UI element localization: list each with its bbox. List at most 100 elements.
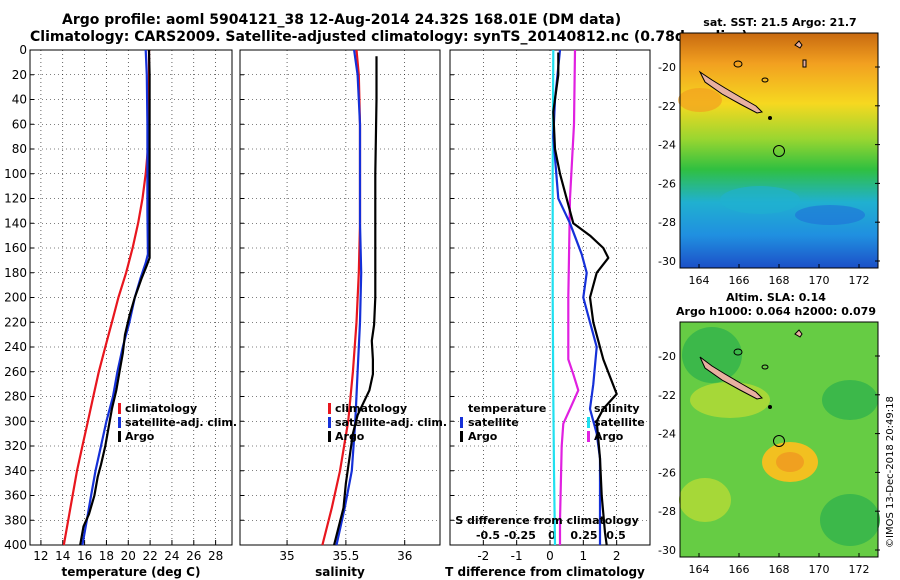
series-line-argo (79, 49, 151, 546)
legend-swatch-satellite (460, 417, 463, 428)
x-tick-label: 26 (186, 549, 201, 563)
salinity-difference-axis-label: S difference from climatology (455, 514, 639, 527)
legend-label-argo: Argo (335, 430, 365, 443)
sla-map-title-line1: Altim. SLA: 0.14 (726, 291, 826, 304)
map-latitude-label: -30 (658, 544, 676, 557)
x-tick-label: 0 (546, 549, 554, 563)
y-tick-label: 40 (12, 93, 27, 107)
series-line-climatology (62, 50, 151, 546)
legend-label-climatology: climatology (335, 402, 407, 415)
x-tick-label: 1 (580, 549, 588, 563)
sla-low-patch (822, 380, 878, 420)
legend-swatch-argo (328, 431, 331, 442)
legend-label-argo: Argo (468, 430, 498, 443)
argo-position-marker (768, 116, 772, 120)
sla-map (679, 321, 880, 558)
legend-label-satellite: satellite-adj. clim. (125, 416, 237, 429)
legend-title-salinity: salinity (594, 402, 640, 415)
map-longitude-label: 170 (809, 274, 830, 287)
legend-swatch-satellite (118, 417, 121, 428)
new-caledonia-island (699, 356, 764, 400)
series-line-s-satellite (551, 49, 557, 546)
y-tick-label: 380 (4, 513, 27, 527)
island-outline (761, 364, 769, 370)
sst-map-field (680, 33, 878, 268)
sst-map (678, 32, 879, 269)
y-tick-label: 220 (4, 315, 27, 329)
y-tick-label: 80 (12, 142, 27, 156)
legend-swatch-climatology (118, 403, 121, 414)
argo-position-circle (773, 435, 785, 447)
imos-credit: ©IMOS 13-Dec-2018 20:49:18 (885, 396, 896, 548)
legend-label-argo: Argo (125, 430, 155, 443)
island-outline (733, 348, 743, 356)
temperature-plot: 12 14 16 18 20 22 24 26 280204060801001201401601… (4, 43, 232, 563)
x-tick-label: 28 (208, 549, 223, 563)
sla-map-axes: -20 -22 -24 -26 -28 -30 164 166 168 170 172 (658, 350, 880, 576)
y-tick-label: 20 (12, 68, 27, 82)
series-line-argo (333, 56, 378, 546)
map-longitude-label: 166 (729, 563, 750, 576)
top-tick-label: -0.5 (476, 529, 500, 542)
sla-map-title-line2: Argo h1000: 0.064 h2000: 0.079 (676, 305, 876, 318)
island-outline (794, 40, 803, 49)
sst-cool-patch (795, 205, 865, 225)
map-latitude-label: -24 (658, 428, 676, 441)
sst-cool-patch (720, 186, 800, 214)
series-line-satellite-adj-clim (335, 49, 363, 546)
y-tick-label: 360 (4, 489, 27, 503)
top-tick-label: 0.25 (570, 529, 597, 542)
map-latitude-label: -22 (658, 389, 676, 402)
x-tick-label: 18 (99, 549, 114, 563)
sla-low-patch (820, 494, 880, 546)
map-latitude-label: -20 (658, 350, 676, 363)
salinity-legend: climatology satellite-adj. clim. Argo (328, 402, 447, 443)
y-tick-label: 340 (4, 464, 27, 478)
sst-map-title: sat. SST: 21.5 Argo: 21.7 (703, 16, 856, 29)
sla-patch (690, 382, 770, 418)
argo-position-marker (768, 405, 772, 409)
y-tick-label: 400 (4, 538, 27, 552)
map-latitude-label: -20 (658, 61, 676, 74)
y-tick-label: 120 (4, 192, 27, 206)
map-latitude-label: -26 (658, 466, 676, 479)
legend-label-climatology: climatology (125, 402, 197, 415)
legend-swatch-argo (587, 431, 590, 442)
map-longitude-label: 170 (809, 563, 830, 576)
sst-map-axes: -20 -22 -24 -26 -28 -30 164 166 168 170 172 (658, 61, 880, 287)
map-longitude-label: 172 (849, 274, 870, 287)
map-latitude-label: -30 (658, 255, 676, 268)
legend-swatch-satellite (587, 417, 590, 428)
new-caledonia-island (698, 70, 764, 114)
salinity-plot: 35 35.5 36 (240, 49, 440, 563)
map-longitude-label: 168 (769, 274, 790, 287)
island-outline (761, 77, 769, 83)
series-line-satellite-adj-clim (81, 49, 149, 546)
x-tick-label: 22 (142, 549, 157, 563)
series-line-s-argo (558, 49, 580, 545)
y-tick-label: 160 (4, 241, 27, 255)
argo-position-circle (773, 145, 785, 157)
y-tick-label: 260 (4, 365, 27, 379)
map-latitude-label: -26 (658, 177, 676, 190)
map-longitude-label: 168 (769, 563, 790, 576)
x-tick-label: 35 (279, 549, 294, 563)
map-latitude-label: -24 (658, 139, 676, 152)
y-tick-label: 60 (12, 117, 27, 131)
sla-patch (679, 478, 731, 522)
island-outline (794, 329, 803, 338)
difference-plot: -2 -1 0 1 2 -0.5 -0.25 0 0.25 0.5 (450, 49, 650, 563)
figure-title-line2: Climatology: CARS2009. Satellite-adjuste… (30, 29, 748, 45)
temperature-legend: climatology satellite-adj. clim. Argo (118, 402, 237, 443)
x-tick-label: 2 (613, 549, 621, 563)
top-tick-label: -0.25 (504, 529, 536, 542)
x-tick-label: 14 (55, 549, 70, 563)
x-tick-label: -2 (477, 549, 489, 563)
y-tick-label: 320 (4, 439, 27, 453)
legend-title-temperature: temperature (468, 402, 546, 415)
island-outline (733, 60, 743, 68)
figure-title-line1: Argo profile: aoml 5904121_38 12-Aug-201… (62, 12, 622, 28)
x-tick-label: -1 (511, 549, 523, 563)
sla-high-core (776, 452, 804, 472)
